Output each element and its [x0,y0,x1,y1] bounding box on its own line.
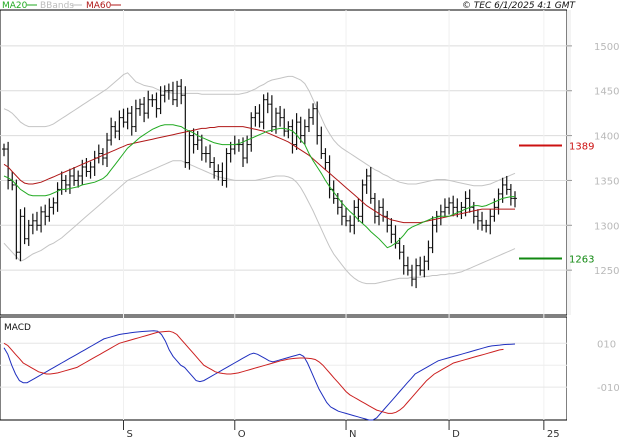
price-axis-shade [567,10,571,315]
ma20-line [3,124,515,249]
price-level-label: 1263 [569,254,594,265]
price-y-tick-label: 1450 [594,87,619,98]
month-label: D [452,429,460,440]
macd-series-signal-line [3,330,504,414]
right-axis-area [567,0,627,440]
price-y-tick-label: 1500 [594,42,619,53]
macd-series-macd-line [3,330,516,421]
price-y-tick-label: 1300 [594,221,619,232]
month-label: N [349,429,356,440]
price-y-tick-label: 1350 [594,176,619,187]
legend: MA20 BBands MA60 [2,1,121,11]
price-level-label: 1389 [569,141,594,152]
price-y-tick-label: 1250 [594,266,619,277]
bband-upper-line [3,72,516,187]
copyright-text: © TEC 6/1/2025 4:1 GMT [462,1,577,11]
price-y-tick-label: 1400 [594,132,619,143]
month-label: O [238,429,246,440]
legend-bbands: BBands [40,1,74,11]
legend-ma60: MA60 [86,1,112,11]
month-label: S [127,429,133,440]
legend-ma20: MA20 [2,1,28,11]
macd-panel-frame [0,316,568,421]
bband-lower-line [3,160,516,285]
macd-y-tick-label: -010 [597,383,620,394]
ma60-line [3,126,515,224]
month-label: 25 [547,429,560,440]
macd-y-tick-label: 010 [597,339,616,350]
macd-title: MACD [4,323,31,333]
price-panel-frame [0,9,568,316]
